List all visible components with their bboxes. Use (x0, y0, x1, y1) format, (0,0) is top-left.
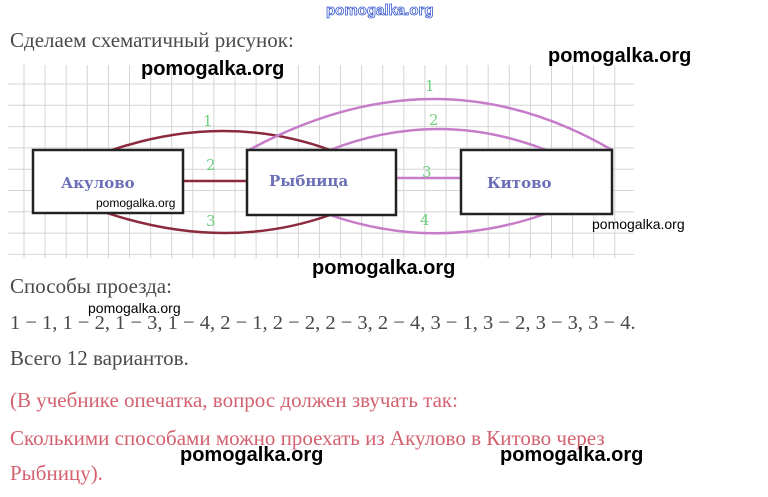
right-roads (248, 97, 613, 235)
city-rybnitsa: Рыбница (269, 172, 349, 190)
watermark: pomogalka.org (312, 257, 456, 279)
total-text: Всего 12 вариантов. (10, 346, 189, 370)
left-roads (106, 129, 331, 235)
road-label-left-1: 1 (203, 112, 213, 130)
watermark: pomogalka.org (88, 300, 181, 316)
watermark-top: pomogalka.org (326, 2, 434, 20)
watermark: pomogalka.org (141, 58, 285, 80)
city-box-kitovo (459, 148, 614, 216)
road-right-4 (329, 212, 546, 235)
note-line-3: Рыбницу). (10, 461, 103, 485)
route-diagram: Акулово Рыбница Китово 1 2 3 1 2 3 4 (8, 65, 634, 258)
road-left-1 (111, 129, 331, 152)
road-label-right-4: 4 (420, 211, 430, 229)
ways-heading: Способы проезда: (10, 274, 172, 298)
road-label-right-1: 1 (425, 77, 435, 95)
city-akulovo: Акулово (61, 174, 135, 192)
road-left-3 (106, 211, 331, 235)
road-label-left-2: 2 (206, 156, 216, 174)
watermark: pomogalka.org (180, 444, 324, 466)
watermark: pomogalka.org (96, 196, 176, 210)
watermark: pomogalka.org (548, 45, 692, 67)
intro-text: Сделаем схематичный рисунок: (10, 28, 294, 52)
road-right-1 (248, 97, 613, 152)
road-label-right-2: 2 (429, 111, 439, 129)
ways-list: 1 − 1, 1 − 2, 1 − 3, 1 − 4, 2 − 1, 2 − 2… (10, 312, 636, 334)
note-line-1: (В учебнике опечатка, вопрос должен звуч… (10, 388, 458, 412)
note-line-2: Сколькими способами можно проехать из Ак… (10, 426, 605, 450)
road-label-right-3: 3 (422, 163, 432, 181)
road-label-left-3: 3 (206, 212, 216, 230)
city-box-rybnitsa (245, 148, 398, 217)
road-right-2 (329, 127, 547, 152)
watermark: pomogalka.org (500, 444, 644, 466)
city-box-akulovo (31, 148, 185, 215)
watermark: pomogalka.org (592, 216, 685, 232)
city-kitovo: Китово (487, 174, 552, 192)
